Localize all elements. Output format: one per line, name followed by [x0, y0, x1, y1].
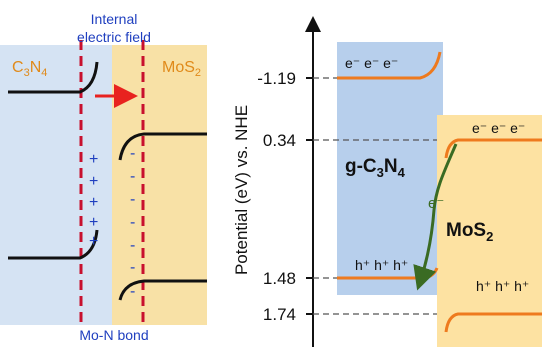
mos2-region	[112, 45, 207, 325]
gc3n4-box	[337, 42, 443, 295]
minus-sign: -	[130, 191, 135, 208]
gc3n4-label: g-C3N4	[345, 156, 406, 180]
mos2-box	[437, 115, 542, 347]
minus-sign: -	[130, 259, 135, 276]
tick-label: 1.48	[263, 269, 296, 288]
plus-sign: +	[89, 214, 98, 231]
mos2-valence-band	[118, 279, 207, 301]
field-title-line2: electric field	[77, 29, 151, 45]
right-panel: -1.19 0.34 1.48 1.74 Potential (eV) vs. …	[232, 16, 542, 347]
minus-sign: -	[130, 283, 135, 300]
mos2-holes: h⁺ h⁺ h⁺	[476, 278, 529, 294]
tick-label: 1.74	[263, 305, 296, 324]
plus-sign: +	[89, 151, 98, 168]
c3n4-valence-band	[8, 229, 99, 260]
mos2-label: MoS2	[446, 220, 493, 244]
gc3n4-electrons: e⁻ e⁻ e⁻	[345, 55, 398, 71]
negative-charges: - - - - - - -	[130, 145, 135, 300]
minus-sign: -	[130, 214, 135, 231]
mos2-conduction-band	[444, 138, 542, 159]
field-title-line1: Internal	[91, 11, 138, 27]
c3n4-label: C3N4	[12, 59, 47, 79]
y-axis-title: Potential (eV) vs. NHE	[232, 105, 251, 275]
mos2-label-left: MoS2	[162, 59, 201, 79]
mos2-valence-band	[444, 312, 542, 333]
left-panel: Internal electric field C3N4 MoS2 + + + …	[0, 11, 207, 343]
plus-sign: +	[89, 233, 98, 250]
electron-transfer-arrow	[413, 143, 458, 291]
tick-label: -1.19	[257, 69, 296, 88]
mos2-electrons: e⁻ e⁻ e⁻	[472, 120, 525, 136]
minus-sign: -	[130, 237, 135, 254]
minus-sign: -	[130, 168, 135, 185]
tick-label: 0.34	[263, 131, 296, 150]
mos2-conduction-band	[118, 132, 207, 161]
c3n4-conduction-band	[8, 61, 99, 94]
gc3n4-conduction-band	[337, 51, 442, 80]
transfer-electron-label: e⁻	[428, 195, 444, 212]
plus-sign: +	[89, 194, 98, 211]
mo-n-bond-label: Mo-N bond	[79, 327, 148, 343]
gc3n4-holes: h⁺ h⁺ h⁺	[355, 257, 408, 273]
positive-charges: + + + + +	[89, 151, 98, 250]
minus-sign: -	[130, 145, 135, 162]
plus-sign: +	[89, 173, 98, 190]
